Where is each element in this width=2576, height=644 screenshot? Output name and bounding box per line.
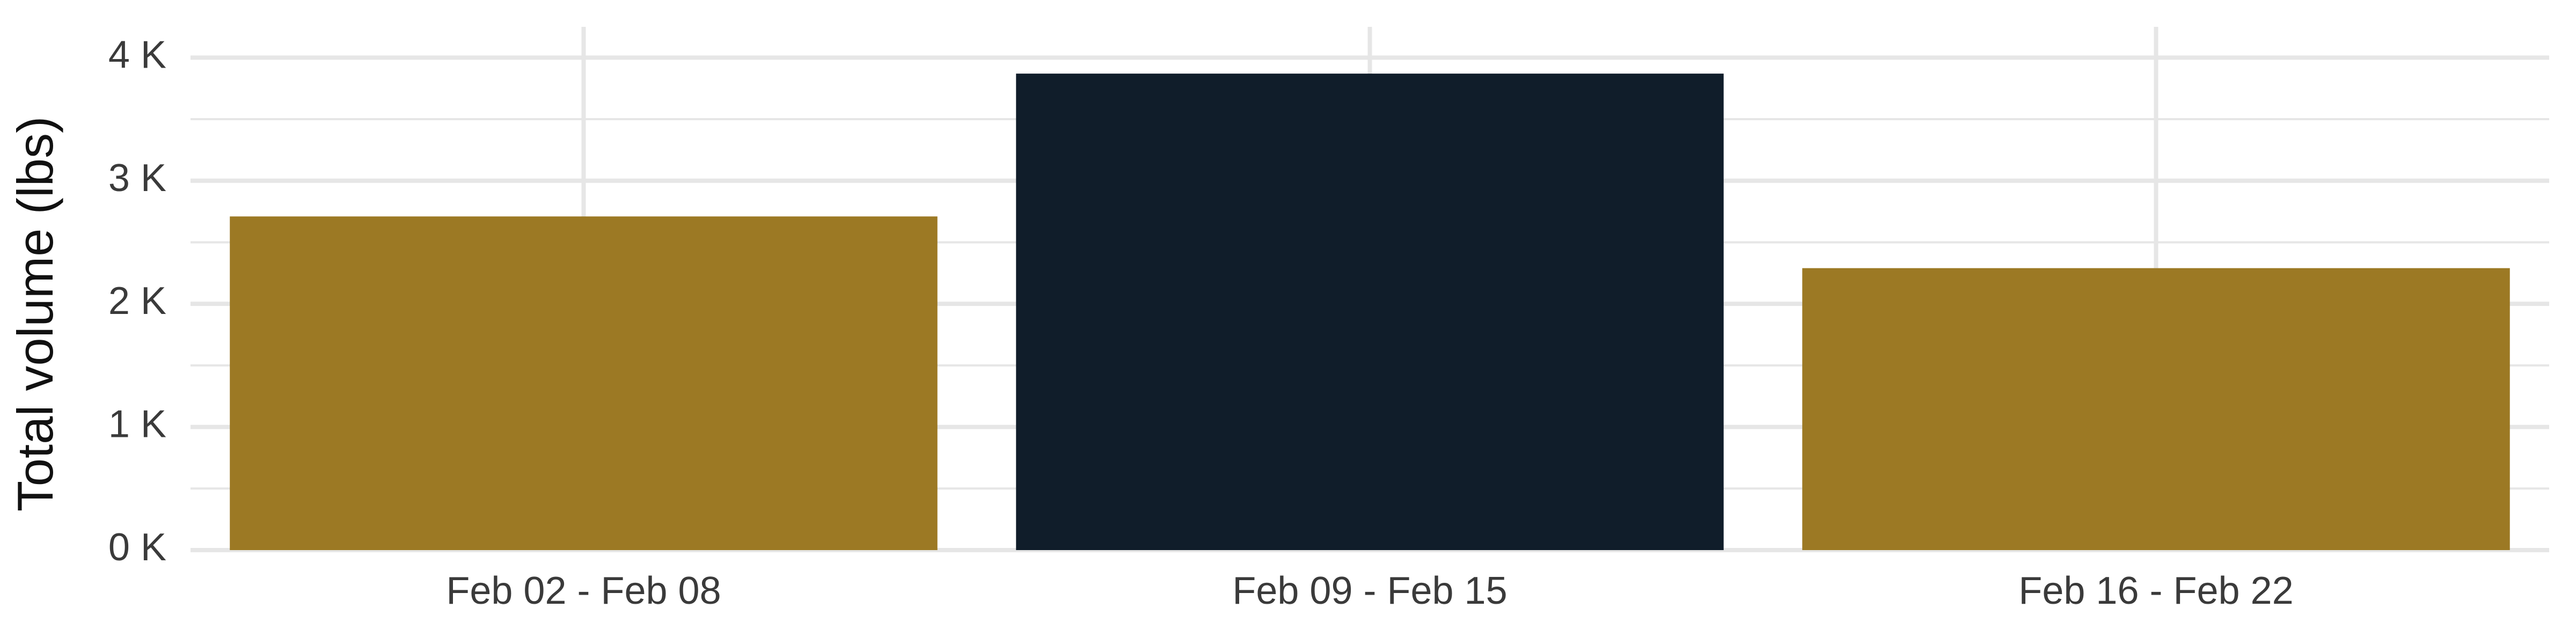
bar-2 xyxy=(1016,74,1724,551)
y-tick-labels: 0 K 1 K 2 K 3 K 4 K xyxy=(108,33,166,569)
y-tick-label: 0 K xyxy=(108,526,166,569)
y-axis-title: Total volume (lbs) xyxy=(7,116,63,512)
x-tick-label: Feb 02 - Feb 08 xyxy=(446,569,721,612)
y-tick-label: 2 K xyxy=(108,280,166,323)
x-tick-label: Feb 16 - Feb 22 xyxy=(2018,569,2293,612)
bars xyxy=(230,74,2510,551)
y-tick-label: 3 K xyxy=(108,157,166,200)
x-tick-labels: Feb 02 - Feb 08 Feb 09 - Feb 15 Feb 16 - F… xyxy=(446,569,2293,612)
bar-3 xyxy=(1802,268,2510,550)
y-tick-label: 4 K xyxy=(108,33,166,76)
x-tick-label: Feb 09 - Feb 15 xyxy=(1232,569,1507,612)
y-tick-label: 1 K xyxy=(108,403,166,446)
bar-1 xyxy=(230,216,938,550)
